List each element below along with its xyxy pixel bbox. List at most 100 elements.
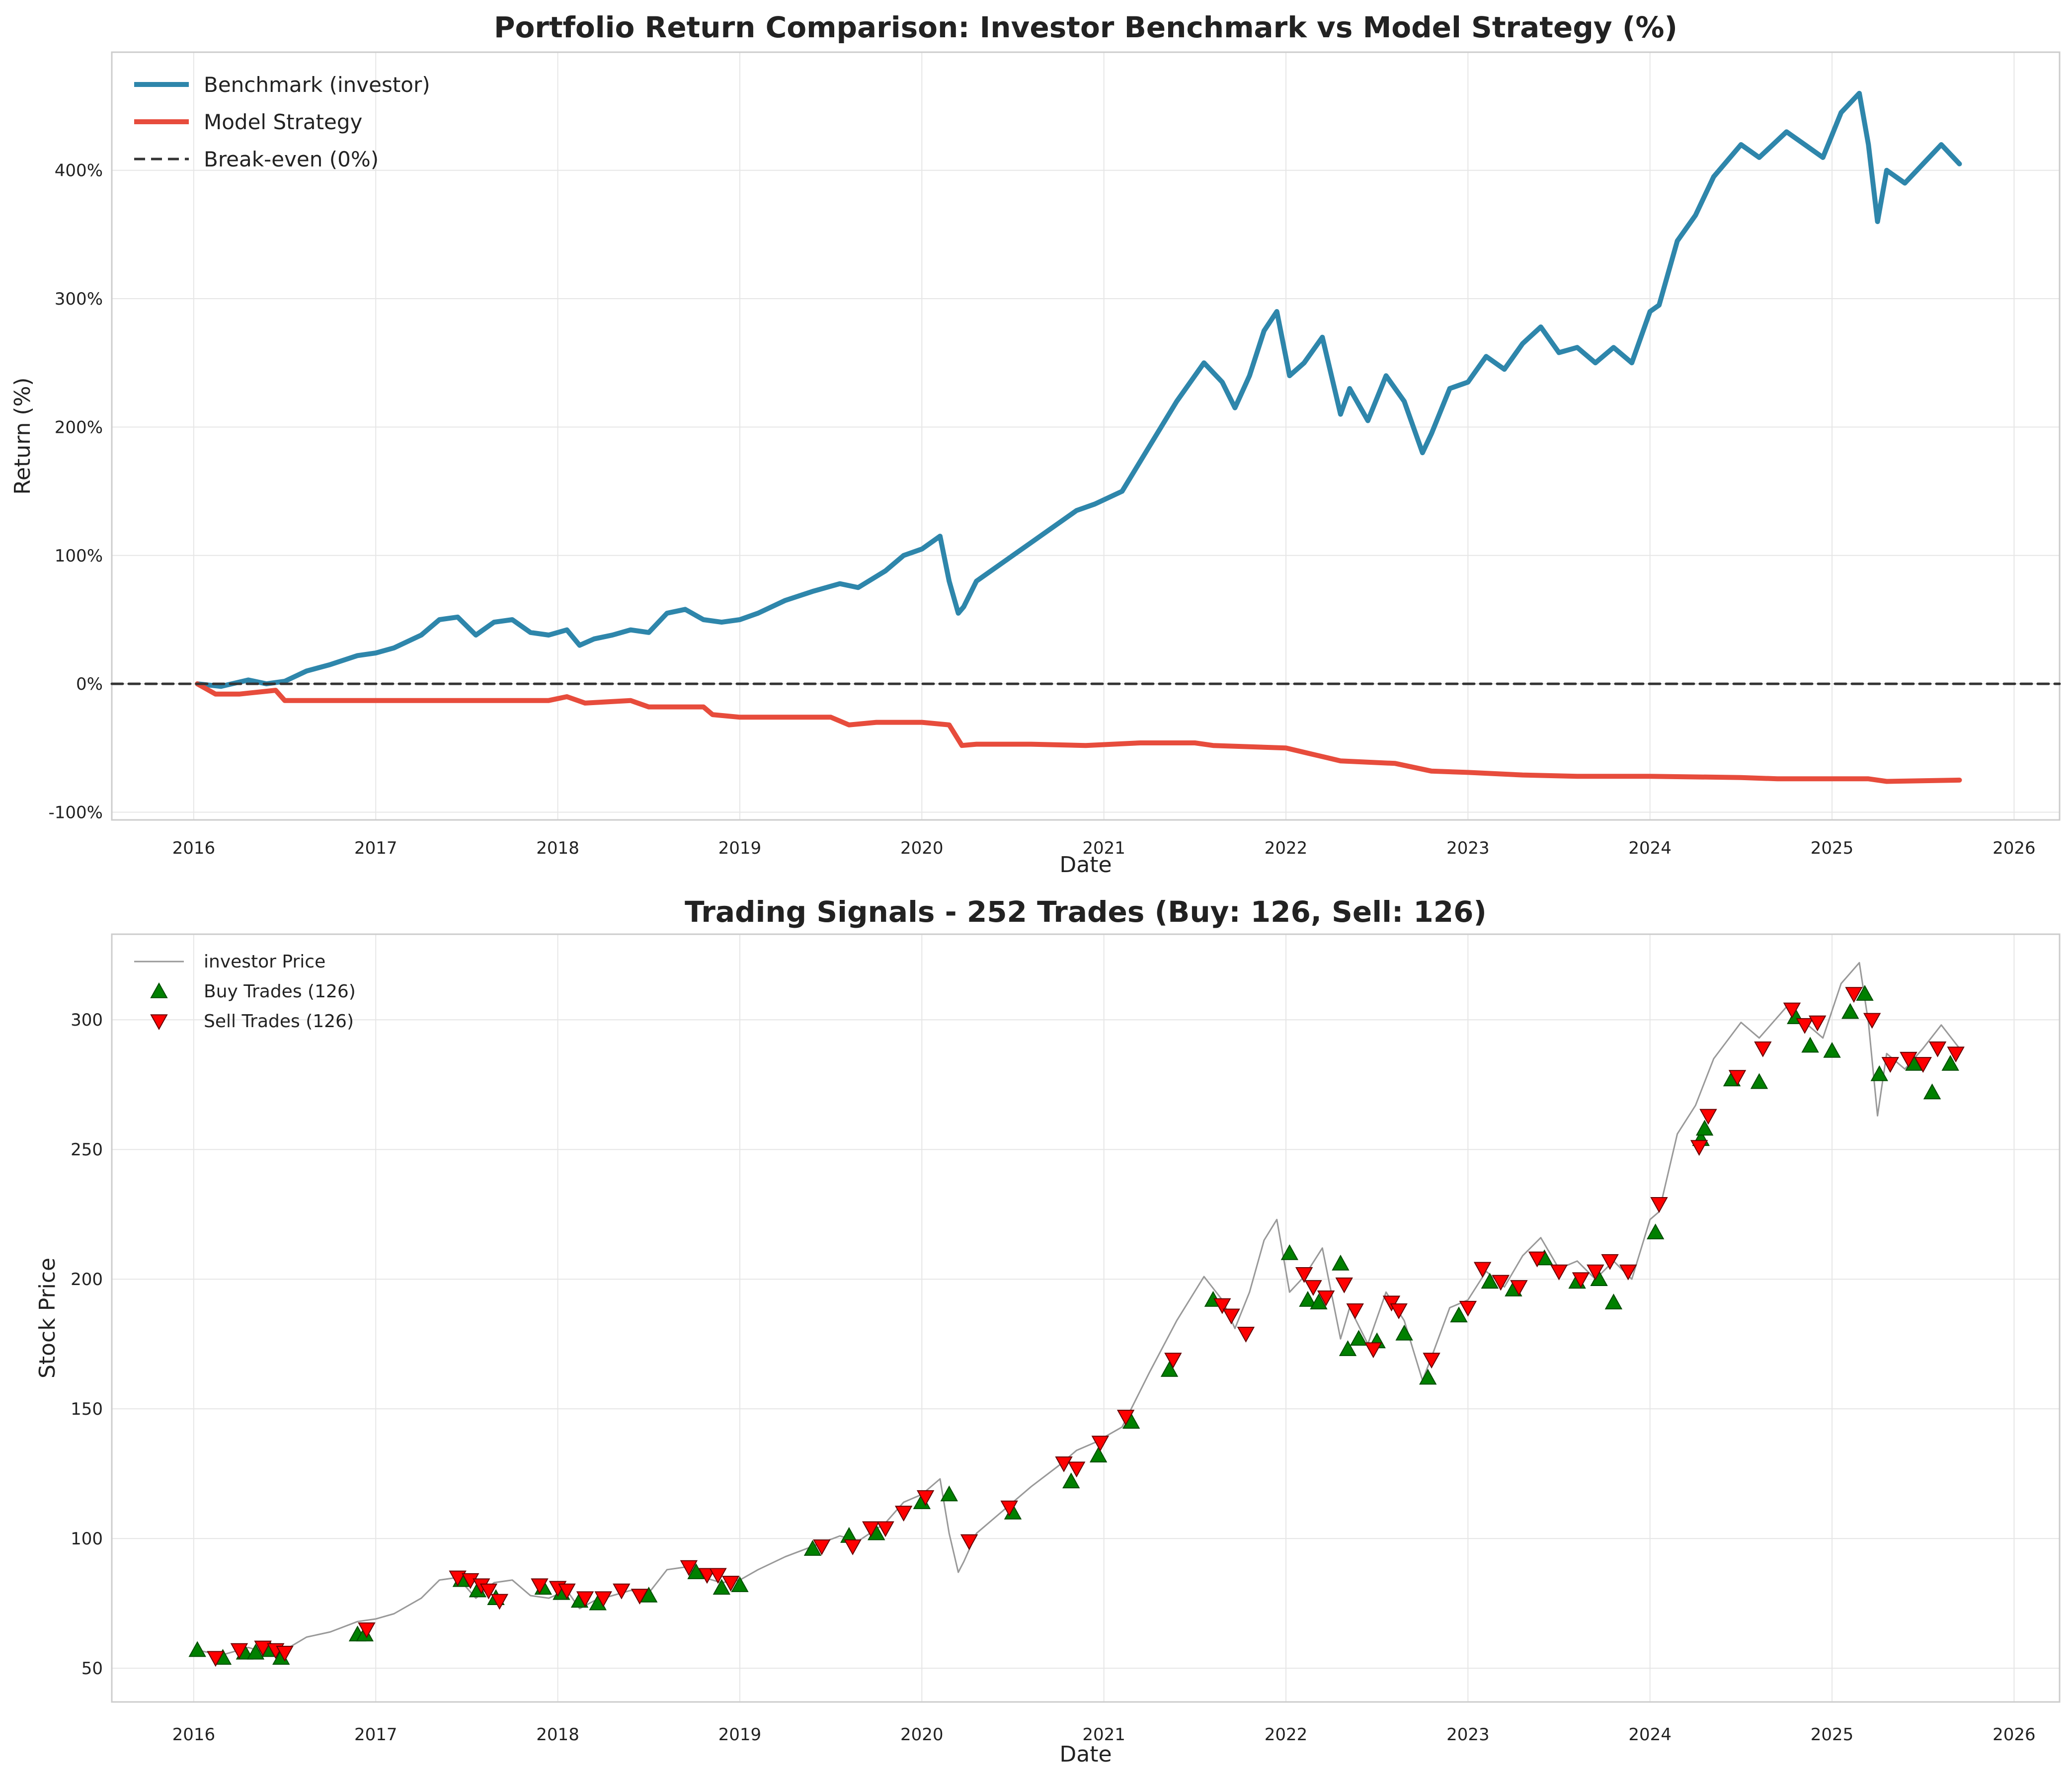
y-tick-label: 50 bbox=[81, 1659, 103, 1679]
x-tick-label: 2017 bbox=[354, 1725, 398, 1745]
sell-marker bbox=[1783, 1002, 1801, 1019]
plot-frame bbox=[111, 51, 2061, 821]
x-tick-label: 2022 bbox=[1265, 1725, 1308, 1745]
buy-marker bbox=[1870, 1065, 1889, 1081]
x-tick-label: 2019 bbox=[718, 1725, 762, 1745]
legend-label: Model Strategy bbox=[204, 110, 362, 134]
sell-marker bbox=[1650, 1197, 1668, 1213]
buy-marker bbox=[1941, 1054, 1959, 1071]
buy-marker bbox=[1310, 1293, 1328, 1309]
sell-marker bbox=[1809, 1015, 1827, 1032]
sell-marker bbox=[490, 1594, 509, 1610]
sell-marker bbox=[1881, 1057, 1899, 1073]
buy-marker bbox=[1750, 1073, 1768, 1089]
sell-marker bbox=[1572, 1272, 1590, 1289]
sell-marker bbox=[960, 1534, 978, 1550]
series-line-1 bbox=[195, 90, 1962, 689]
legend-swatch bbox=[150, 1014, 168, 1031]
chart-panel-2: 2016 2017 2018 2019 2020 2021 2022 2023 2024 2025… bbox=[35, 895, 2061, 1767]
buy-marker bbox=[1856, 984, 1874, 1001]
y-axis-label: Stock Price bbox=[35, 1258, 60, 1378]
sell-marker bbox=[1222, 1308, 1240, 1325]
sell-marker bbox=[1947, 1047, 1965, 1063]
sell-marker bbox=[862, 1521, 880, 1537]
plot-frame bbox=[111, 933, 2061, 1703]
sell-marker bbox=[721, 1576, 740, 1592]
x-tick-label: 2025 bbox=[1811, 838, 1854, 858]
buy-marker bbox=[1332, 1254, 1350, 1271]
sell-marker bbox=[1382, 1295, 1401, 1312]
sell-marker bbox=[1295, 1267, 1313, 1283]
buy-marker bbox=[1481, 1273, 1499, 1289]
buy-marker bbox=[1089, 1447, 1108, 1462]
sell-marker bbox=[1928, 1041, 1947, 1057]
buy-marker bbox=[687, 1563, 705, 1579]
legend-label: Buy Trades (126) bbox=[204, 981, 356, 1002]
x-axis-label: Date bbox=[1059, 852, 1112, 878]
sell-marker bbox=[254, 1640, 272, 1657]
y-tick-label: 300% bbox=[55, 289, 103, 309]
sell-marker bbox=[207, 1651, 225, 1667]
x-tick-label: 2020 bbox=[900, 1725, 944, 1745]
sell-marker bbox=[558, 1583, 576, 1600]
buy-marker bbox=[1923, 1083, 1941, 1100]
sell-marker bbox=[894, 1506, 913, 1522]
buy-marker bbox=[713, 1579, 730, 1595]
x-tick-label: 2026 bbox=[1992, 1725, 2036, 1745]
x-tick-label: 2019 bbox=[718, 838, 762, 858]
x-tick-label: 2017 bbox=[354, 838, 398, 858]
sell-marker bbox=[709, 1568, 727, 1584]
buy-marker bbox=[1160, 1361, 1179, 1377]
sell-marker bbox=[1067, 1461, 1086, 1478]
sell-marker bbox=[1845, 987, 1863, 1003]
y-tick-label: 100% bbox=[55, 546, 103, 566]
x-tick-label: 2016 bbox=[172, 838, 216, 858]
chart-title: Portfolio Return Comparison: Investor Be… bbox=[494, 10, 1677, 44]
y-tick-label: 0% bbox=[76, 674, 103, 694]
buy-marker bbox=[731, 1576, 749, 1592]
sell-marker bbox=[844, 1539, 862, 1555]
buy-marker bbox=[1350, 1330, 1368, 1346]
sell-marker bbox=[877, 1521, 894, 1537]
plot-area bbox=[112, 934, 2060, 1702]
legend-label: Benchmark (investor) bbox=[204, 73, 430, 97]
sell-marker bbox=[1699, 1109, 1717, 1125]
sell-marker bbox=[1510, 1280, 1528, 1296]
legend-swatch bbox=[150, 982, 168, 998]
sell-marker bbox=[813, 1539, 831, 1555]
sell-marker bbox=[1364, 1342, 1382, 1359]
sell-marker bbox=[1164, 1353, 1182, 1369]
sell-marker bbox=[1690, 1140, 1708, 1156]
buy-marker bbox=[1339, 1340, 1357, 1356]
price-line bbox=[197, 962, 1960, 1656]
sell-marker bbox=[1796, 1018, 1814, 1034]
x-tick-label: 2023 bbox=[1446, 1725, 1490, 1745]
sell-marker bbox=[276, 1646, 294, 1662]
buy-marker bbox=[246, 1643, 265, 1660]
x-tick-label: 2022 bbox=[1265, 838, 1308, 858]
plot-area bbox=[112, 52, 2060, 820]
legend-label: Sell Trades (126) bbox=[204, 1011, 354, 1032]
sell-marker bbox=[594, 1591, 612, 1608]
y-tick-label: 300 bbox=[71, 1010, 103, 1030]
sell-marker bbox=[631, 1589, 649, 1605]
sell-marker bbox=[1390, 1303, 1408, 1319]
sell-marker bbox=[1116, 1410, 1135, 1426]
sell-marker bbox=[1601, 1254, 1619, 1270]
buy-marker bbox=[1062, 1472, 1080, 1489]
sell-marker bbox=[449, 1570, 467, 1587]
sell-marker bbox=[1335, 1277, 1353, 1293]
x-tick-label: 2026 bbox=[1992, 838, 2036, 858]
buy-marker bbox=[1801, 1037, 1819, 1053]
buy-marker bbox=[940, 1485, 958, 1502]
series-line-2 bbox=[195, 681, 1962, 784]
chart-title: Trading Signals - 252 Trades (Buy: 126, … bbox=[685, 895, 1487, 929]
buy-marker bbox=[1450, 1306, 1468, 1323]
sell-marker bbox=[698, 1568, 716, 1584]
sell-marker bbox=[1213, 1298, 1231, 1314]
sell-marker bbox=[1346, 1303, 1364, 1319]
x-axis-label: Date bbox=[1059, 1742, 1112, 1767]
buy-marker bbox=[188, 1641, 206, 1657]
